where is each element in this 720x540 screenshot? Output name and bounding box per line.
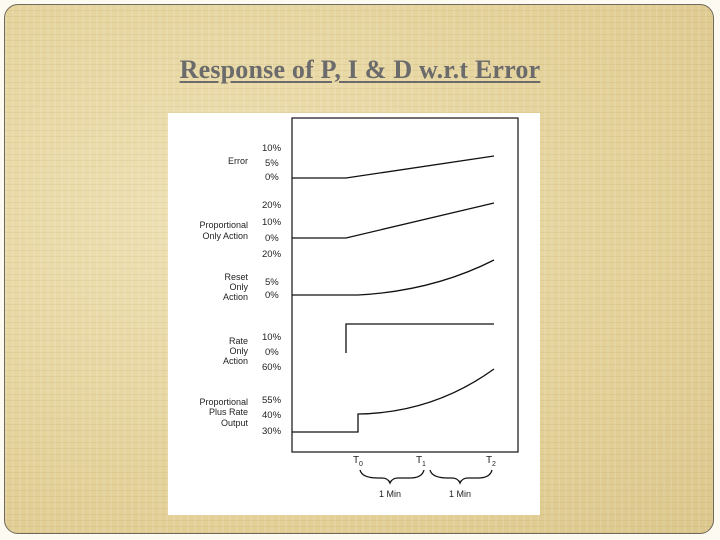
interval-brace [359, 469, 425, 485]
interval-label: 1 Min [379, 489, 401, 499]
scale-label: 60% [262, 362, 282, 373]
row-label-prop-rate: Proportional [199, 397, 248, 407]
scale-label: 55% [262, 395, 282, 406]
prop-rate-curve [292, 368, 495, 433]
scale-label: 10% [262, 143, 282, 154]
row-label-rate: Only [229, 346, 248, 356]
row-label-prop-rate: Plus Rate [209, 407, 248, 417]
scale-label: 40% [262, 410, 282, 421]
plot-frame [291, 117, 519, 453]
row-label-reset: Reset [224, 272, 248, 282]
scale-label: 20% [262, 249, 282, 260]
time-mark-t0-sub: 0 [359, 461, 363, 468]
scale-label: 0% [265, 347, 279, 358]
interval-brace [429, 469, 493, 485]
response-diagram-svg: Error 10% 5% 0% Proportional Only Action… [199, 117, 519, 499]
row-label-rate: Action [223, 356, 248, 366]
time-mark-t1-sub: 1 [422, 461, 426, 468]
scale-label: 10% [262, 332, 282, 343]
response-diagram: Error 10% 5% 0% Proportional Only Action… [168, 113, 540, 515]
slide-title: Response of P, I & D w.r.t Error [179, 55, 541, 84]
row-label-reset: Only [229, 282, 248, 292]
row-label-rate: Rate [229, 336, 248, 346]
error-curve [292, 155, 495, 179]
reset-curve [292, 259, 495, 296]
scale-label: 30% [262, 426, 282, 437]
proportional-curve [292, 202, 495, 239]
row-label-proportional: Only Action [202, 231, 248, 241]
scale-label: 0% [265, 233, 279, 244]
scale-label: 0% [265, 172, 279, 183]
time-mark-t2: T [486, 455, 492, 466]
time-mark-t0: T [353, 455, 359, 466]
rate-curve [345, 323, 494, 353]
interval-label: 1 Min [449, 489, 471, 499]
time-mark-t1: T [416, 455, 422, 466]
scale-label: 20% [262, 200, 282, 211]
scale-label: 10% [262, 217, 282, 228]
scale-label: 0% [265, 290, 279, 301]
row-label-proportional: Proportional [199, 220, 248, 230]
row-label-prop-rate: Output [221, 418, 249, 428]
time-mark-t2-sub: 2 [492, 461, 496, 468]
row-label-error: Error [228, 156, 248, 166]
row-label-reset: Action [223, 292, 248, 302]
scale-label: 5% [265, 277, 279, 288]
scale-label: 5% [265, 158, 279, 169]
